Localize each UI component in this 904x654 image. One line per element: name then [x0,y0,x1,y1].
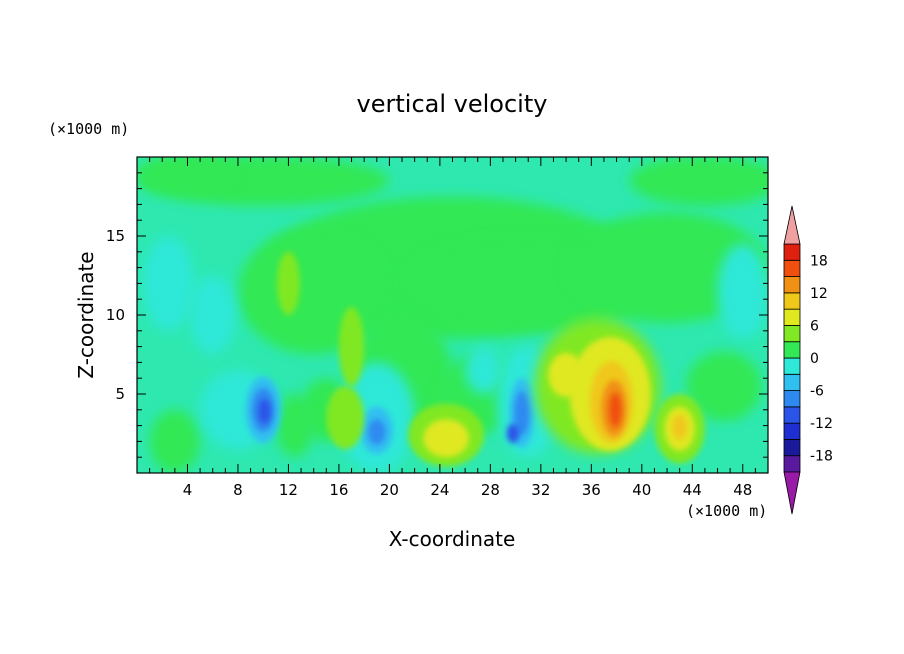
colorbar: 18 12 6 0 -6 -12 -18 [783,205,833,515]
contour-region [190,275,236,355]
x-axis-label: X-coordinate [389,527,516,551]
contour-region [685,351,762,421]
contour-region [629,157,768,206]
contour-region [258,398,271,425]
colorbar-tick-label: -6 [810,384,824,400]
colorbar-segment [783,439,801,457]
colorbar-segment [783,357,801,375]
contour-region [149,409,201,473]
contour-region [514,390,530,436]
y-axis-label: Z-coordinate [74,251,98,378]
y-tick-label: 15 [106,227,125,245]
contour-region [137,157,238,192]
x-tick-label: 12 [279,481,298,499]
colorbar-tick-label: -12 [810,416,833,432]
colorbar-tick-label: -18 [810,449,833,465]
colorbar-segment [783,373,801,391]
x-axis-ticks: 4 8 12 16 20 24 28 32 36 40 44 48 [149,157,756,499]
x-tick-label: 24 [430,481,449,499]
contour-region [506,424,520,443]
contour-region [277,251,300,315]
x-tick-label: 4 [183,481,193,499]
x-tick-label: 48 [733,481,752,499]
colorbar-over-triangle [783,205,801,245]
colorbar-segment [783,406,801,424]
x-tick-label: 44 [683,481,702,499]
colorbar-segment [783,259,801,277]
x-tick-label: 40 [632,481,651,499]
x-tick-label: 20 [380,481,399,499]
contour-field [137,157,768,473]
contour-region [326,386,365,450]
colorbar-segment [783,455,801,473]
y-tick-label: 10 [106,306,125,324]
contour-region [367,419,386,445]
colorbar-segment [783,243,801,261]
contour-region [548,352,584,398]
contour-region [465,346,503,394]
colorbar-under-triangle [783,471,801,515]
contour-region [608,392,622,428]
contour-region [423,419,469,458]
y-axis-ticks: 5 10 15 [106,172,768,458]
x-axis-unit: (×1000 m) [686,502,767,520]
contour-region [275,394,314,458]
colorbar-segment [783,308,801,326]
colorbar-segment [783,341,801,359]
colorbar-tick-label: 12 [810,286,828,302]
contour-region [717,243,768,339]
colorbar-tick-label: 18 [810,253,828,269]
x-tick-label: 16 [329,481,348,499]
x-tick-label: 32 [531,481,550,499]
colorbar-segment [783,390,801,408]
colorbar-tick-label: 6 [810,318,819,334]
colorbar-segment [783,325,801,343]
x-tick-label: 8 [233,481,243,499]
colorbar-segment [783,276,801,294]
chart-title: vertical velocity [357,90,548,118]
colorbar-segment [783,292,801,310]
colorbar-tick-label: 0 [810,351,819,367]
y-axis-unit: (×1000 m) [48,120,129,138]
colorbar-segment [783,422,801,440]
contour-region [672,414,688,440]
y-tick-label: 5 [115,385,125,403]
x-tick-label: 28 [481,481,500,499]
contour-region [143,236,194,331]
x-tick-label: 36 [582,481,601,499]
contour-region [338,307,365,387]
contour-region [566,212,768,323]
